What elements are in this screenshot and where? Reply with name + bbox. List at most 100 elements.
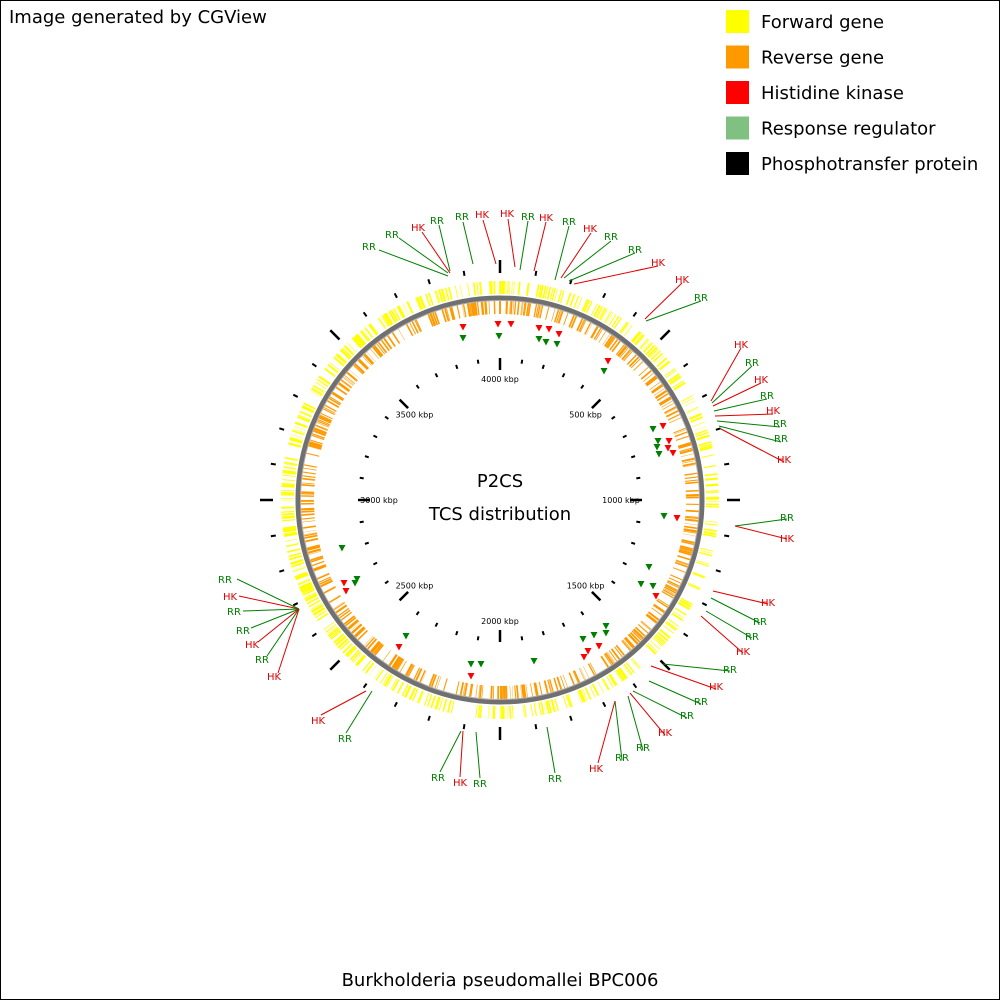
forward-gene: [290, 436, 303, 441]
reverse-gene: [522, 302, 526, 316]
forward-gene: [316, 612, 329, 622]
reverse-gene: [520, 302, 523, 316]
forward-gene: [663, 625, 674, 634]
reverse-gene: [319, 415, 332, 422]
forward-gene: [381, 315, 389, 328]
forward-gene: [364, 327, 374, 339]
forward-gene: [384, 313, 393, 326]
reverse-gene: [530, 683, 533, 697]
reverse-gene: [415, 319, 423, 332]
reverse-gene: [308, 444, 322, 449]
forward-gene: [327, 627, 339, 637]
reverse-gene: [678, 443, 692, 450]
reverse-gene: [682, 460, 696, 464]
reverse-gene: [617, 345, 627, 357]
legend-label: Reverse gene: [761, 48, 884, 69]
reverse-gene: [664, 586, 677, 594]
reverse-gene: [681, 541, 695, 545]
reverse-gene: [319, 578, 332, 585]
reverse-gene: [605, 336, 615, 348]
reverse-gene: [678, 551, 692, 556]
forward-gene: [616, 669, 626, 681]
feature-label: HK: [777, 455, 792, 466]
reverse-gene: [585, 323, 593, 336]
feature-label: HK: [651, 258, 666, 269]
forward-gene: [384, 674, 393, 687]
callout-line: [439, 730, 462, 773]
forward-gene: [425, 293, 431, 307]
reverse-gene: [678, 549, 692, 555]
reverse-gene: [411, 321, 419, 334]
reverse-gene: [354, 363, 366, 374]
reverse-gene: [673, 567, 686, 573]
reverse-gene: [304, 534, 318, 539]
reverse-gene: [355, 627, 366, 638]
reverse-gene: [510, 301, 513, 315]
feature-label: HK: [736, 647, 751, 658]
reverse-gene: [391, 332, 401, 344]
reverse-gene: [302, 475, 316, 478]
forward-gene: [617, 667, 627, 680]
reverse-gene: [427, 314, 434, 327]
forward-gene: [297, 416, 310, 423]
forward-gene: [393, 308, 401, 321]
reverse-gene: [339, 609, 351, 619]
forward-gene: [577, 690, 584, 703]
reverse-gene: [338, 383, 350, 392]
forward-gene: [311, 604, 323, 612]
reverse-gene: [419, 670, 426, 683]
forward-gene: [355, 654, 365, 665]
reverse-gene: [678, 442, 691, 448]
reverse-gene: [521, 302, 524, 316]
reverse-gene: [623, 638, 634, 649]
reverse-gene: [345, 616, 357, 627]
outer-tick: [292, 393, 299, 398]
reverse-gene: [520, 684, 523, 698]
reverse-gene: [675, 559, 689, 565]
forward-gene: [345, 646, 356, 657]
forward-gene: [566, 292, 572, 306]
forward-gene: [300, 584, 313, 592]
forward-gene: [281, 511, 295, 513]
forward-gene: [338, 639, 349, 649]
reverse-gene: [374, 345, 384, 356]
reverse-gene: [392, 656, 401, 668]
reverse-gene: [522, 684, 526, 698]
forward-gene: [336, 353, 348, 364]
forward-gene: [281, 485, 295, 488]
forward-gene: [351, 337, 362, 349]
feature-label: HK: [589, 764, 604, 775]
forward-gene: [283, 532, 297, 537]
legend-swatch: [726, 81, 749, 104]
forward-gene: [326, 625, 338, 635]
tcs-marker: [600, 368, 608, 375]
forward-gene: [388, 310, 397, 323]
reverse-gene: [578, 319, 586, 332]
legend-swatch: [726, 116, 749, 140]
reverse-gene: [323, 586, 336, 594]
forward-gene: [533, 703, 537, 717]
forward-gene: [619, 667, 628, 679]
tcs-marker: [579, 636, 587, 643]
callout-line: [700, 615, 744, 654]
inner-tick: [611, 415, 616, 420]
reverse-gene: [651, 607, 663, 616]
feature-label: RR: [236, 626, 250, 637]
reverse-gene: [621, 349, 631, 360]
forward-gene: [356, 655, 367, 667]
forward-gene: [438, 289, 443, 303]
reverse-gene: [455, 681, 460, 695]
reverse-gene: [463, 304, 467, 318]
reverse-gene: [523, 684, 526, 698]
reverse-gene: [674, 561, 688, 568]
forward-gene: [671, 612, 684, 622]
forward-gene: [290, 559, 304, 566]
forward-gene: [681, 395, 693, 403]
forward-gene: [665, 369, 677, 379]
forward-gene: [406, 301, 414, 314]
callout-line: [482, 219, 497, 265]
reverse-gene: [476, 302, 480, 316]
forward-gene: [622, 665, 631, 676]
